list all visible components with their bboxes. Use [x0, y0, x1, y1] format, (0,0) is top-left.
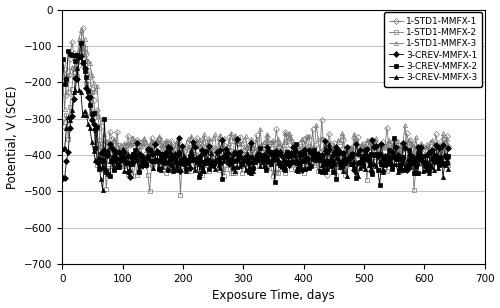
1-STD1-MMFX-2 [257, 158, 263, 162]
3-CREV-MMFX-2 [302, 168, 308, 171]
Line: 3-CREV-MMFX-3: 3-CREV-MMFX-3 [60, 66, 450, 192]
1-STD1-MMFX-2 [402, 143, 408, 146]
3-CREV-MMFX-1 [60, 176, 66, 180]
3-CREV-MMFX-2 [78, 41, 84, 45]
Y-axis label: Potential, V (SCE): Potential, V (SCE) [6, 85, 18, 188]
1-STD1-MMFX-1 [302, 144, 308, 147]
1-STD1-MMFX-1 [402, 144, 408, 148]
3-CREV-MMFX-1 [400, 141, 406, 145]
1-STD1-MMFX-3 [302, 144, 308, 148]
3-CREV-MMFX-1 [201, 151, 207, 155]
3-CREV-MMFX-2 [256, 158, 262, 162]
1-STD1-MMFX-1 [256, 148, 262, 152]
1-STD1-MMFX-1 [60, 61, 66, 64]
1-STD1-MMFX-2 [304, 148, 310, 152]
1-STD1-MMFX-3 [78, 28, 84, 32]
3-CREV-MMFX-2 [226, 158, 232, 162]
1-STD1-MMFX-1 [324, 173, 330, 177]
3-CREV-MMFX-3 [257, 164, 263, 168]
X-axis label: Exposure Time, days: Exposure Time, days [212, 290, 335, 302]
1-STD1-MMFX-2 [362, 153, 368, 157]
3-CREV-MMFX-3 [402, 166, 408, 170]
1-STD1-MMFX-1 [362, 146, 368, 149]
3-CREV-MMFX-3 [100, 188, 105, 192]
3-CREV-MMFX-2 [201, 160, 207, 164]
1-STD1-MMFX-3 [60, 78, 66, 81]
Line: 1-STD1-MMFX-2: 1-STD1-MMFX-2 [60, 40, 450, 197]
1-STD1-MMFX-1 [201, 145, 207, 148]
Line: 3-CREV-MMFX-1: 3-CREV-MMFX-1 [60, 53, 450, 180]
Line: 1-STD1-MMFX-3: 1-STD1-MMFX-3 [60, 28, 450, 164]
3-CREV-MMFX-1 [302, 159, 308, 162]
3-CREV-MMFX-2 [60, 57, 66, 61]
1-STD1-MMFX-3 [201, 132, 207, 136]
3-CREV-MMFX-3 [60, 147, 66, 151]
Line: 3-CREV-MMFX-2: 3-CREV-MMFX-2 [60, 41, 450, 187]
3-CREV-MMFX-3 [203, 161, 209, 165]
3-CREV-MMFX-2 [446, 154, 452, 158]
Line: 1-STD1-MMFX-1: 1-STD1-MMFX-1 [60, 26, 450, 177]
3-CREV-MMFX-2 [360, 164, 366, 167]
3-CREV-MMFX-3 [304, 156, 310, 160]
3-CREV-MMFX-1 [226, 162, 232, 166]
1-STD1-MMFX-1 [446, 144, 452, 148]
3-CREV-MMFX-3 [362, 167, 368, 171]
3-CREV-MMFX-3 [74, 66, 80, 70]
1-STD1-MMFX-3 [256, 151, 262, 155]
1-STD1-MMFX-3 [446, 146, 452, 150]
3-CREV-MMFX-1 [256, 152, 262, 156]
1-STD1-MMFX-3 [433, 160, 439, 163]
1-STD1-MMFX-2 [60, 124, 66, 128]
1-STD1-MMFX-2 [446, 164, 452, 167]
3-CREV-MMFX-2 [376, 183, 382, 187]
1-STD1-MMFX-3 [226, 141, 232, 145]
1-STD1-MMFX-2 [78, 40, 84, 44]
1-STD1-MMFX-2 [178, 193, 184, 197]
Legend: 1-STD1-MMFX-1, 1-STD1-MMFX-2, 1-STD1-MMFX-3, 3-CREV-MMFX-1, 3-CREV-MMFX-2, 3-CRE: 1-STD1-MMFX-1, 1-STD1-MMFX-2, 1-STD1-MMF… [384, 12, 482, 87]
3-CREV-MMFX-1 [360, 159, 366, 162]
3-CREV-MMFX-3 [446, 168, 452, 171]
1-STD1-MMFX-3 [360, 148, 366, 152]
1-STD1-MMFX-1 [226, 136, 232, 139]
3-CREV-MMFX-2 [402, 168, 408, 172]
1-STD1-MMFX-2 [203, 159, 209, 163]
3-CREV-MMFX-1 [78, 54, 84, 57]
3-CREV-MMFX-3 [228, 160, 234, 164]
1-STD1-MMFX-3 [400, 140, 406, 144]
3-CREV-MMFX-1 [446, 146, 452, 150]
1-STD1-MMFX-2 [228, 172, 234, 175]
1-STD1-MMFX-1 [80, 26, 86, 30]
